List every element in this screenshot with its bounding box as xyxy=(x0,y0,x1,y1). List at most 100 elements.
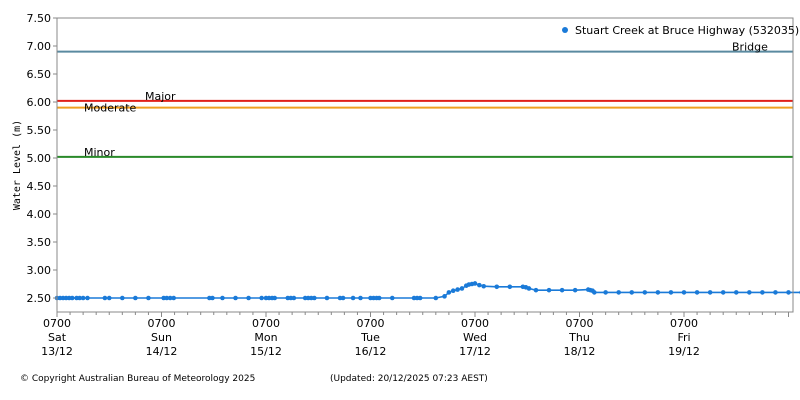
x-tick-date: 16/12 xyxy=(355,345,387,358)
data-point xyxy=(442,294,447,299)
x-tick-day: Sat xyxy=(48,331,67,344)
y-tick-label: 7.50 xyxy=(27,12,52,25)
data-point xyxy=(507,284,513,290)
data-point xyxy=(707,290,713,295)
x-tick-time: 0700 xyxy=(252,317,280,330)
data-point xyxy=(80,295,86,301)
y-axis: 7.50 7.00 6.50 6.00 5.50 5.00 4.50 4.00 3.50 3.00… xyxy=(27,12,57,305)
data-point xyxy=(133,295,138,301)
x-tick-date: 13/12 xyxy=(41,345,73,358)
y-tick-label: 3.50 xyxy=(27,236,52,249)
data-point xyxy=(220,295,225,301)
updated-timestamp: (Updated: 20/12/2025 07:23 AEST) xyxy=(330,374,488,384)
x-tick-day: Thu xyxy=(568,331,590,344)
data-point xyxy=(786,290,791,295)
data-point xyxy=(102,295,108,301)
data-point xyxy=(340,295,346,301)
data-point xyxy=(559,287,565,293)
data-point xyxy=(694,290,700,295)
data-point xyxy=(477,282,482,288)
data-point xyxy=(389,295,395,301)
data-point xyxy=(272,295,278,301)
x-tick-time: 0700 xyxy=(670,317,698,330)
data-point xyxy=(747,290,752,295)
legend-marker xyxy=(562,27,568,33)
data-point xyxy=(259,295,264,301)
x-tick-time: 0700 xyxy=(43,317,71,330)
data-point xyxy=(629,290,635,295)
data-point xyxy=(481,283,487,289)
copyright-text: © Copyright Australian Bureau of Meteoro… xyxy=(20,374,256,384)
threshold-label-bridge: Bridge xyxy=(732,41,768,54)
data-point xyxy=(494,284,500,290)
threshold-lines: Bridge Major Moderate Minor xyxy=(57,41,793,159)
x-tick-day: Wed xyxy=(463,331,487,344)
x-tick-date: 14/12 xyxy=(146,345,178,358)
y-tick-label: 5.00 xyxy=(27,152,52,165)
y-tick-label: 4.50 xyxy=(27,180,52,193)
x-tick-day: Sun xyxy=(151,331,172,344)
data-point xyxy=(592,290,597,295)
data-point xyxy=(455,287,460,292)
data-point xyxy=(546,287,552,293)
data-point xyxy=(533,287,539,293)
data-point xyxy=(146,295,151,301)
data-point xyxy=(171,295,176,301)
data-point xyxy=(69,295,75,301)
data-point xyxy=(77,295,82,301)
data-point xyxy=(450,288,456,294)
y-axis-title: Water Level (m) xyxy=(12,120,23,210)
y-tick-label: 5.50 xyxy=(27,124,52,137)
threshold-label-moderate: Moderate xyxy=(84,102,137,115)
x-tick-day: Mon xyxy=(254,331,277,344)
y-tick-label: 6.50 xyxy=(27,68,52,81)
x-tick-date: 18/12 xyxy=(564,345,596,358)
data-point xyxy=(655,290,661,295)
x-tick-day: Fri xyxy=(677,331,690,344)
threshold-label-minor: Minor xyxy=(84,146,115,159)
x-tick-date: 15/12 xyxy=(250,345,282,358)
data-point xyxy=(85,295,90,301)
data-point xyxy=(760,290,765,295)
data-point xyxy=(668,290,674,295)
plot-frame xyxy=(56,17,794,313)
data-point xyxy=(733,290,739,295)
series-line xyxy=(57,282,800,299)
data-point xyxy=(603,290,608,295)
data-point xyxy=(167,295,173,301)
y-tick-label: 6.00 xyxy=(27,96,52,109)
data-point xyxy=(376,295,382,301)
data-point xyxy=(572,287,578,293)
data-point xyxy=(417,295,423,301)
data-point xyxy=(350,295,356,301)
data-point xyxy=(358,295,363,301)
data-point xyxy=(472,281,478,286)
x-tick-time: 0700 xyxy=(357,317,385,330)
x-tick-date: 19/12 xyxy=(668,345,700,358)
y-tick-label: 2.50 xyxy=(27,292,52,305)
legend-label: Stuart Creek at Bruce Highway (532035) xyxy=(575,24,799,37)
x-tick-time: 0700 xyxy=(461,317,489,330)
data-point xyxy=(106,295,112,301)
x-tick-time: 0700 xyxy=(566,317,594,330)
series-layer xyxy=(54,281,800,301)
y-tick-label: 3.00 xyxy=(27,264,52,277)
data-point xyxy=(312,295,317,301)
data-point xyxy=(246,295,251,301)
data-point xyxy=(459,286,465,291)
x-tick-date: 17/12 xyxy=(459,345,491,358)
data-point xyxy=(720,290,726,295)
data-point xyxy=(681,290,687,295)
data-point xyxy=(120,295,125,301)
data-point xyxy=(446,290,452,295)
data-point xyxy=(164,295,170,301)
x-tick-day: Tue xyxy=(360,331,380,344)
data-point xyxy=(210,295,215,301)
data-point xyxy=(616,290,621,295)
data-point xyxy=(642,290,648,295)
data-point xyxy=(291,295,297,301)
legend: Stuart Creek at Bruce Highway (532035) xyxy=(562,24,799,37)
y-tick-label: 4.00 xyxy=(27,208,52,221)
x-axis: 0700Sat13/120700Sun14/120700Mon15/120700… xyxy=(41,312,789,358)
